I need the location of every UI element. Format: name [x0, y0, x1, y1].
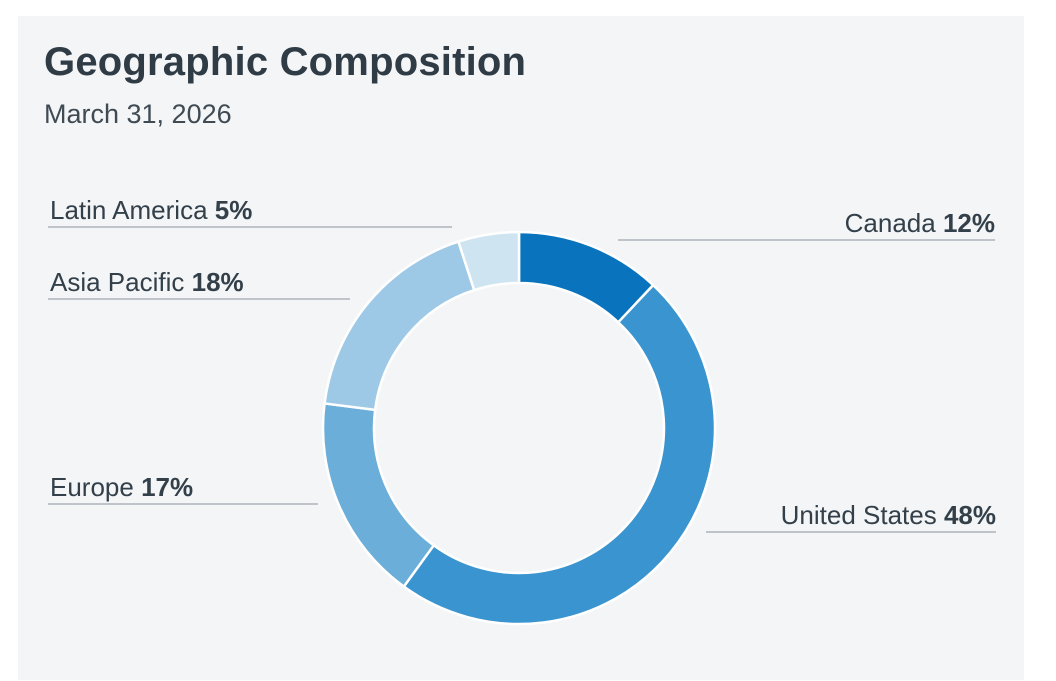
- slice-label-united-states: United States 48%: [781, 500, 996, 530]
- slice-value: 12%: [943, 208, 995, 238]
- slice-united-states: [402, 283, 717, 626]
- slice-value: 18%: [192, 267, 244, 297]
- slice-europe: [321, 402, 436, 589]
- slice-asia-pacific: [323, 240, 476, 412]
- slice-name: Asia Pacific: [50, 267, 192, 297]
- slice-labels: Canada 12% United States 48% Europe 17% Asi…: [48, 195, 996, 533]
- slice-value: 17%: [141, 472, 193, 502]
- slice-value: 5%: [215, 195, 253, 225]
- slice-name: United States: [781, 500, 944, 530]
- slice-label-europe: Europe 17%: [50, 472, 193, 502]
- slice-label-latin-america: Latin America 5%: [50, 195, 252, 225]
- slice-label-canada: Canada 12%: [845, 208, 995, 238]
- slice-label-asia-pacific: Asia Pacific 18%: [50, 267, 244, 297]
- chart-title: Geographic Composition: [44, 40, 527, 84]
- chart-date: March 31, 2026: [44, 99, 232, 129]
- chart-card: [18, 16, 1024, 680]
- slice-latin-america: [456, 230, 521, 292]
- slice-name: Europe: [50, 472, 141, 502]
- donut-slices: [321, 230, 717, 626]
- slice-value: 48%: [944, 500, 996, 530]
- slice-name: Latin America: [50, 195, 215, 225]
- slice-name: Canada: [845, 208, 943, 238]
